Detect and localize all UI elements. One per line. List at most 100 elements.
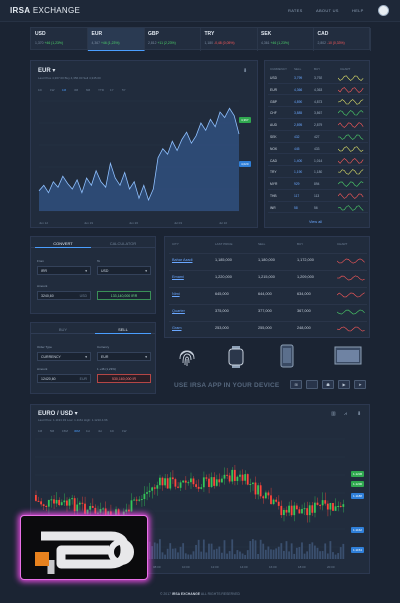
volume-bar — [213, 549, 216, 559]
play-icon[interactable]: ▶ — [338, 380, 350, 389]
volume-bar — [231, 539, 234, 559]
ticker-try[interactable]: TRY 1,180 -0,48 (0,05%) — [201, 28, 258, 51]
candle-body — [246, 474, 249, 485]
cell-buy: 634,000 — [297, 292, 311, 296]
range-1w[interactable]: 1W — [50, 88, 55, 92]
volume-bar — [306, 551, 309, 559]
sparkline — [338, 181, 364, 188]
range-1m[interactable]: 1M — [62, 88, 67, 92]
brand-logo[interactable]: IRSA EXCHANGE — [10, 6, 81, 15]
volume-bar — [197, 539, 200, 559]
candle-body — [208, 478, 210, 487]
cell-city[interactable]: Bahar Azadi — [172, 258, 193, 262]
list-item[interactable]: EUR 4,366 4,363 — [268, 85, 368, 96]
list-item[interactable]: AUD 2,895 2,879 — [268, 120, 368, 131]
range-1y[interactable]: 1Y — [110, 88, 114, 92]
windows-icon[interactable]: ⊞ — [290, 380, 302, 389]
nav-help[interactable]: HELP — [352, 8, 364, 13]
volume-bar — [169, 543, 172, 559]
nav-about-us[interactable]: ABOUT US — [316, 8, 339, 13]
chart-subtitle: Last Price 4,367.00 Buy 4,356.00 Sell 4,… — [38, 76, 101, 80]
tab-buy[interactable]: BUY — [58, 327, 68, 332]
volume-bar — [184, 553, 187, 559]
volume-bar — [159, 539, 161, 559]
table-row[interactable]: Gram 253,000 255,000 248,000 — [169, 321, 367, 335]
avatar[interactable] — [378, 5, 389, 16]
cell-last: 645,000 — [215, 292, 229, 296]
ticker-usd[interactable]: USD 1,370 +46 (1,23%) — [31, 28, 88, 51]
cell-sell: 1,180,000 — [258, 258, 275, 262]
telegram-icon[interactable]: ➤ — [354, 380, 366, 389]
ticker-cad[interactable]: CAD 2,802 -10 (0,33%) — [314, 28, 371, 51]
line-chart-icon[interactable]: ⩘ — [344, 411, 347, 417]
list-item[interactable]: CAD 1,400 1,014 — [268, 156, 368, 167]
range-5m[interactable]: 5M — [50, 429, 55, 433]
candle-title[interactable]: EURO / USD ▾ — [38, 411, 78, 417]
volume-bar — [308, 543, 311, 559]
list-item[interactable]: CHF 3,885 3,867 — [268, 108, 368, 119]
chart-title[interactable]: EUR ▾ — [38, 68, 56, 74]
view-all-link[interactable]: View all — [309, 220, 323, 224]
list-item[interactable]: THB 117 113 — [268, 191, 368, 202]
android-icon[interactable]: ☗ — [322, 380, 334, 389]
range-1m[interactable]: 1M — [38, 429, 43, 433]
volume-bar — [262, 543, 265, 559]
candle-body — [221, 478, 223, 483]
table-row[interactable]: Quarter 375,000 377,000 367,000 — [169, 304, 367, 318]
volume-bar — [283, 550, 285, 559]
col-currency: CURRENCY — [270, 67, 288, 71]
table-row[interactable]: Nimi 645,000 644,000 634,000 — [169, 287, 367, 301]
cell-city[interactable]: Gram — [172, 326, 182, 330]
apple-icon[interactable] — [306, 380, 318, 389]
app-promo: USE IRSA APP IN YOUR DEVICE ⊞ ☗ ▶ ➤ — [164, 342, 370, 400]
ticker-eur[interactable]: EUR 4,367 +46 (1,23%) — [87, 28, 145, 51]
nav-rates[interactable]: RATES — [288, 8, 303, 13]
download-icon[interactable]: ⬇ — [357, 411, 362, 417]
list-item[interactable]: INR 58 56 — [268, 203, 368, 214]
tab-sell[interactable]: SELL — [95, 325, 151, 334]
to-select[interactable]: USD ▾ — [97, 266, 151, 275]
ticker-value: 1,180 -0,48 (0,05%) — [205, 41, 253, 45]
list-item[interactable]: TRY 1,190 1,180 — [268, 167, 368, 178]
amount-input[interactable]: 12420,60 EUR — [37, 374, 91, 383]
tab-calculator[interactable]: CALCULATOR — [109, 241, 137, 246]
range-1d[interactable]: 1D — [110, 429, 114, 433]
bar-chart-icon[interactable]: ▥ — [331, 411, 336, 417]
list-item[interactable]: NOK 445 433 — [268, 144, 368, 155]
range-4h[interactable]: 4H — [98, 429, 102, 433]
order-type-select[interactable]: CURRENCY ▾ — [37, 352, 91, 361]
download-icon[interactable]: ⬇ — [243, 68, 248, 74]
table-row[interactable]: Bahar Azadi 1,185,000 1,180,000 1,172,000 — [169, 253, 367, 267]
candle-body — [337, 505, 340, 507]
range-3m[interactable]: 3M — [74, 88, 79, 92]
candle-body — [226, 474, 228, 476]
list-item[interactable]: MYR 929 894 — [268, 179, 368, 190]
cell-sell: 644,000 — [258, 292, 272, 296]
cell-city[interactable]: Quarter — [172, 309, 185, 313]
cell-city[interactable]: Nimi — [172, 292, 180, 296]
range-15m[interactable]: 15M — [62, 429, 68, 433]
table-row[interactable]: Emami 1,220,000 1,215,000 1,209,000 — [169, 270, 367, 284]
range-1d[interactable]: 1D — [38, 88, 42, 92]
candle-body — [58, 499, 61, 506]
range-5y[interactable]: 5Y — [122, 88, 126, 92]
volume-bar — [210, 543, 213, 559]
candle-body — [133, 499, 135, 501]
candle-body — [174, 479, 177, 487]
ticker-change: -10 (0,33%) — [326, 41, 345, 45]
tab-convert[interactable]: CONVERT — [35, 239, 91, 248]
list-item[interactable]: SEK 432 427 — [268, 132, 368, 143]
ticker-gbp[interactable]: GBP 2,812 +11 (2,23%) — [144, 28, 201, 51]
ticker-sek[interactable]: SEK 4,361 +46 (1,23%) — [257, 28, 314, 51]
list-item[interactable]: GBP 4,890 4,873 — [268, 97, 368, 108]
range-1h[interactable]: 1H — [86, 429, 90, 433]
from-select[interactable]: IRR ▾ — [37, 266, 91, 275]
currency-select[interactable]: EUR ▾ — [97, 352, 151, 361]
cell-city[interactable]: Emami — [172, 275, 184, 279]
list-item[interactable]: USD 3,799 3,792 — [268, 73, 368, 84]
range-ytd[interactable]: YTD — [98, 88, 104, 92]
range-6m[interactable]: 6M — [86, 88, 91, 92]
amount-input[interactable]: 3240,60 USD — [37, 291, 91, 300]
range-30m[interactable]: 30M — [74, 429, 80, 433]
range-1w[interactable]: 1W — [122, 429, 127, 433]
